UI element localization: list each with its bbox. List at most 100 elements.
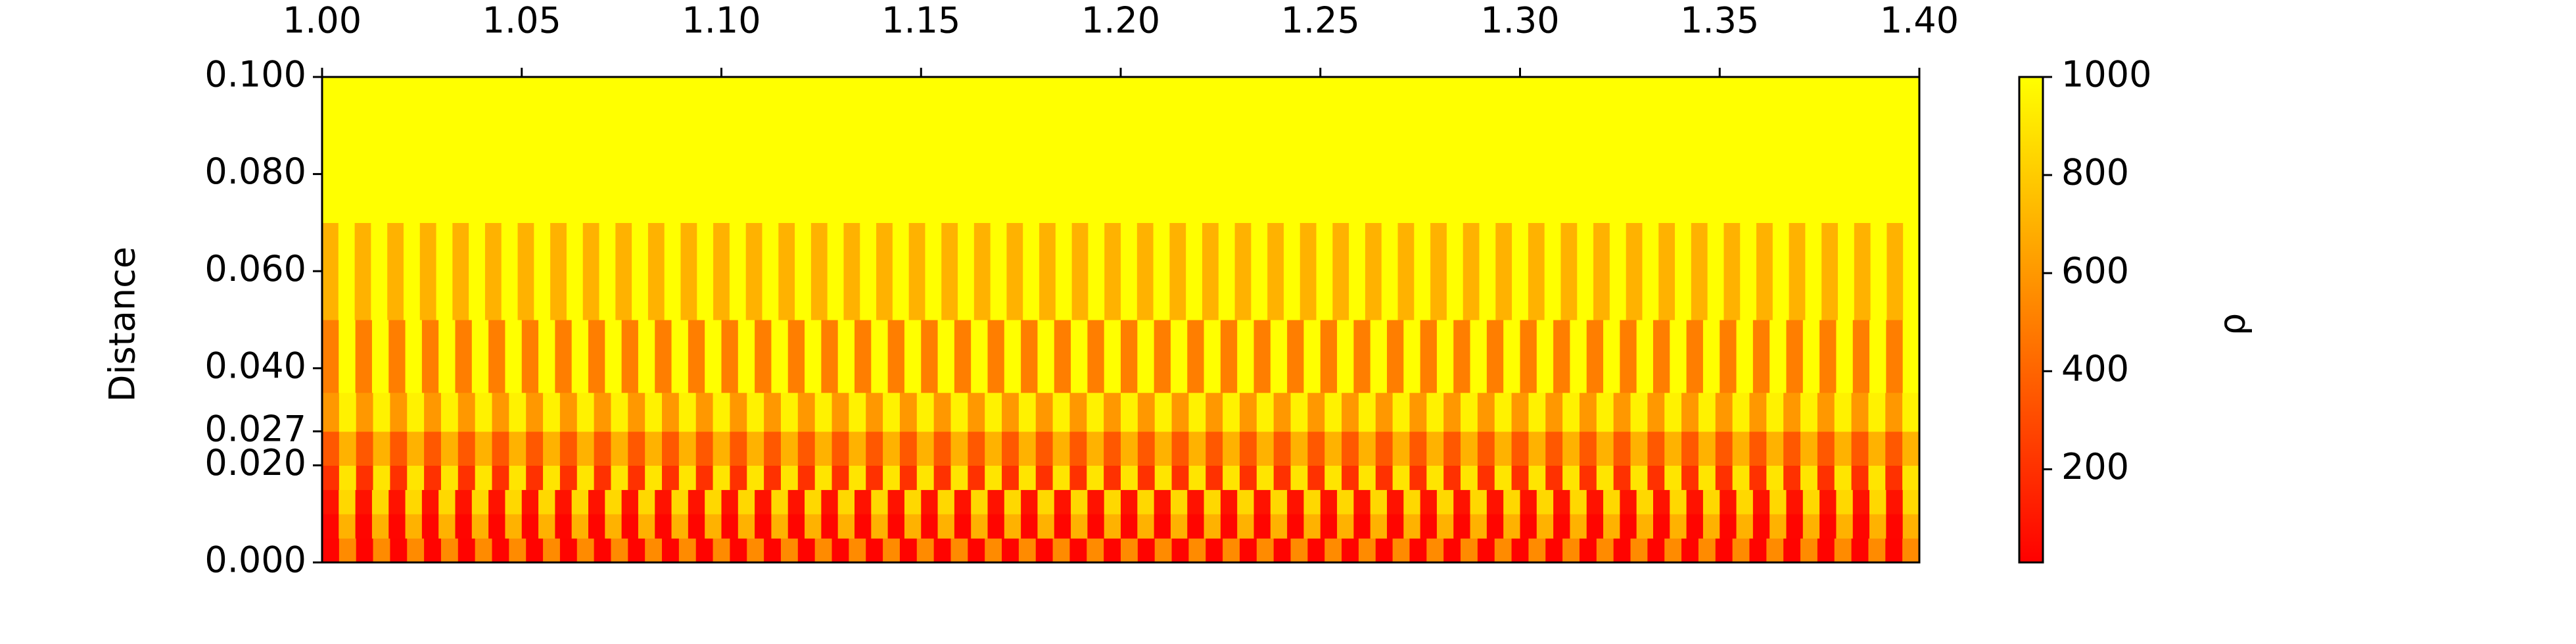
heatmap-cell <box>407 431 425 466</box>
heatmap-cell <box>1021 320 1039 393</box>
heatmap-cell <box>1698 538 1716 563</box>
heatmap-cell <box>1553 320 1571 393</box>
heatmap-cell <box>721 514 739 539</box>
heatmap-cell <box>1836 77 1854 223</box>
heatmap-cell <box>1702 489 1720 514</box>
heatmap-cell <box>605 320 622 393</box>
heatmap-cell <box>1324 465 1342 490</box>
heatmap-cell <box>1886 320 1904 393</box>
heatmap-cell <box>455 514 473 539</box>
heatmap-cell <box>1387 489 1404 514</box>
heatmap-cell <box>1002 431 1019 466</box>
heatmap-cell <box>1720 489 1737 514</box>
heatmap-cell <box>780 465 799 490</box>
heatmap-cell <box>419 222 437 320</box>
heatmap-cell <box>1121 77 1138 223</box>
heatmap-cell <box>1170 514 1188 539</box>
heatmap-cell <box>1392 392 1411 432</box>
heatmap-cell <box>1902 489 1920 514</box>
heatmap-cell <box>1702 77 1720 223</box>
heatmap-cell <box>1769 77 1787 223</box>
heatmap-cell <box>1570 77 1587 223</box>
heatmap-cell <box>355 514 373 539</box>
heatmap-cell <box>1819 77 1837 223</box>
heatmap-cell <box>1752 320 1770 393</box>
heatmap-cell <box>1613 431 1631 466</box>
heatmap-cell <box>1283 222 1301 320</box>
heatmap-cell <box>1494 392 1512 432</box>
heatmap-cell <box>1087 538 1104 563</box>
heatmap-cell <box>1188 538 1206 563</box>
heatmap-cell <box>1486 489 1504 514</box>
heatmap-cell <box>1234 222 1252 320</box>
heatmap-cell <box>526 465 544 490</box>
heatmap-cell <box>1320 77 1338 223</box>
heatmap-cell <box>576 465 595 490</box>
heatmap-cell <box>1720 320 1737 393</box>
heatmap-cell <box>440 538 459 563</box>
heatmap-cell <box>899 431 918 466</box>
heatmap-cell <box>1353 514 1371 539</box>
heatmap-cell <box>1749 465 1767 490</box>
heatmap-cell <box>713 431 731 466</box>
heatmap-cell <box>1732 431 1750 466</box>
heatmap-cell <box>1520 489 1537 514</box>
heatmap-cell <box>1570 489 1587 514</box>
colorbar-tick-label: 1000 <box>2061 54 2151 95</box>
heatmap-cell <box>1054 77 1071 223</box>
heatmap-cell <box>1137 489 1155 514</box>
heatmap-cell <box>721 489 739 514</box>
heatmap-cell <box>1603 489 1620 514</box>
heatmap-cell <box>388 77 406 223</box>
heatmap-cell <box>534 222 551 320</box>
heatmap-cell <box>899 392 918 432</box>
heatmap-cell <box>1387 77 1404 223</box>
heatmap-cell <box>1562 538 1580 563</box>
heatmap-cell <box>526 538 544 563</box>
heatmap-cell <box>671 320 689 393</box>
heatmap-cell <box>866 392 883 432</box>
heatmap-cell <box>1620 77 1637 223</box>
heatmap-cell <box>1800 392 1818 432</box>
heatmap-cell <box>538 320 555 393</box>
heatmap-cell <box>1620 489 1637 514</box>
heatmap-cell <box>1586 77 1604 223</box>
heatmap-cell <box>1752 489 1770 514</box>
heatmap-cell <box>849 392 866 432</box>
heatmap-cell <box>1834 392 1852 432</box>
heatmap-cell <box>1087 392 1104 432</box>
heatmap-cell <box>1055 222 1073 320</box>
heatmap-cell <box>1188 465 1206 490</box>
heatmap-cell <box>1852 514 1870 539</box>
heatmap-cell <box>1461 392 1478 432</box>
heatmap-cell <box>1121 538 1138 563</box>
heatmap-cell <box>339 514 356 539</box>
heatmap-cell <box>1087 77 1105 223</box>
heatmap-cell <box>339 431 357 466</box>
heatmap-cell <box>1766 392 1784 432</box>
heatmap-cell <box>354 222 371 320</box>
heatmap-cell <box>1337 77 1354 223</box>
heatmap-cell <box>339 538 357 563</box>
heatmap-cell <box>1819 489 1837 514</box>
heatmap-cell <box>855 77 872 223</box>
heatmap-cell <box>1869 77 1886 223</box>
heatmap-cell <box>1052 431 1071 466</box>
heatmap-cell <box>1740 222 1757 320</box>
heatmap-cell <box>1783 431 1801 466</box>
heatmap-cell <box>1647 538 1665 563</box>
heatmap-cell <box>638 514 655 539</box>
heatmap-cell <box>1342 431 1359 466</box>
heatmap-cell <box>628 431 645 466</box>
heatmap-cell <box>526 392 544 432</box>
heatmap-cell <box>747 431 764 466</box>
heatmap-cell <box>1018 431 1037 466</box>
heatmap-cell <box>390 538 408 563</box>
heatmap-cell <box>1520 514 1537 539</box>
heatmap-cell <box>1409 431 1427 466</box>
heatmap-cell <box>407 465 425 490</box>
heatmap-cell <box>1613 538 1631 563</box>
heatmap-cell <box>1273 465 1292 490</box>
heatmap-cell <box>355 489 373 514</box>
heatmap-cell <box>1752 514 1770 539</box>
